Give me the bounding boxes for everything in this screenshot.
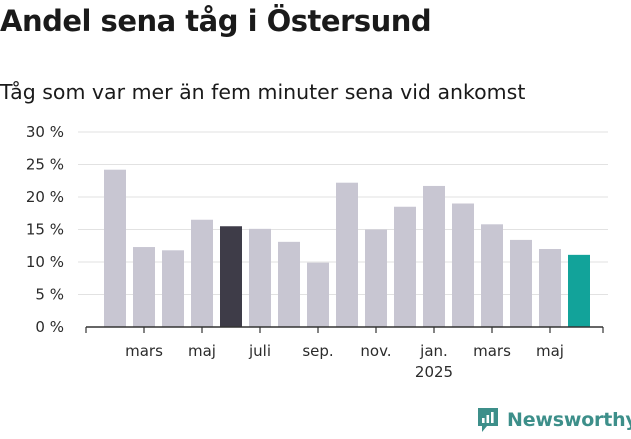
bar: [452, 203, 474, 327]
x-tick-label: mars: [473, 342, 511, 360]
x-tick-label: sep.: [302, 342, 333, 360]
x-tick-label: mars: [125, 342, 163, 360]
bar: [220, 226, 242, 327]
x-tick-label: maj: [536, 342, 564, 360]
bar: [539, 249, 561, 327]
bar: [336, 182, 358, 327]
newsworthy-logo: Newsworthy: [476, 406, 631, 434]
y-tick-label: 0 %: [35, 318, 64, 336]
bar: [481, 224, 503, 327]
x-tick-label: maj: [188, 342, 216, 360]
y-tick-label: 5 %: [35, 286, 64, 304]
y-tick-label: 25 %: [26, 156, 64, 174]
x-tick-year-label: 2025: [415, 363, 453, 381]
bar: [510, 239, 532, 327]
bar: [104, 169, 126, 327]
bar: [394, 206, 416, 327]
bar: [307, 262, 329, 327]
newsworthy-logo-icon: [478, 408, 498, 432]
bar: [249, 228, 271, 327]
bar: [365, 229, 387, 327]
chart-subtitle: Tåg som var mer än fem minuter sena vid …: [0, 80, 526, 104]
y-tick-label: 20 %: [26, 188, 64, 206]
newsworthy-logo-text: Newsworthy: [507, 409, 631, 431]
chart-title: Andel sena tåg i Östersund: [0, 4, 432, 38]
y-tick-label: 15 %: [26, 221, 64, 239]
y-tick-label: 30 %: [26, 123, 64, 141]
x-tick-label: nov.: [360, 342, 391, 360]
bar: [162, 250, 184, 327]
bar: [423, 185, 445, 327]
x-tick-label: jan.: [419, 342, 448, 360]
bar: [568, 254, 590, 327]
bar: [191, 219, 213, 327]
bar: [133, 247, 155, 327]
x-tick-label: juli: [248, 342, 271, 360]
y-tick-label: 10 %: [26, 253, 64, 271]
bar: [278, 241, 300, 327]
